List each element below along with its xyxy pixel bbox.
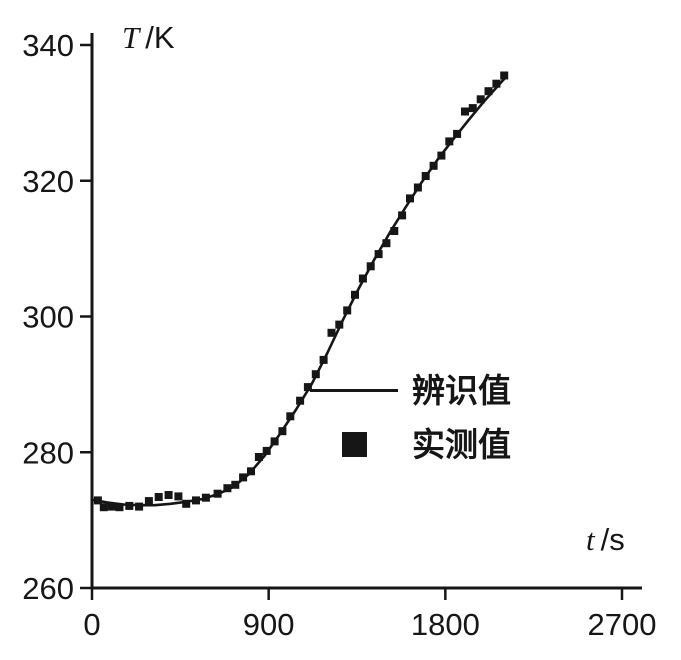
measured-point xyxy=(144,497,153,506)
measured-point xyxy=(398,211,407,220)
measured-point xyxy=(335,320,344,329)
measured-point xyxy=(500,71,509,80)
x-tick-label: 900 xyxy=(243,607,295,642)
y-axis-symbol: T xyxy=(122,20,140,55)
measured-point xyxy=(445,137,454,146)
x-axis-symbol: t xyxy=(586,522,595,557)
measured-point xyxy=(303,383,312,392)
line-marker-icon xyxy=(310,389,398,393)
y-tick-label: 300 xyxy=(22,300,74,335)
legend-square-sample xyxy=(310,432,398,458)
measured-point xyxy=(93,496,102,505)
measured-point xyxy=(201,493,210,502)
y-tick-label: 280 xyxy=(22,435,74,470)
y-tick-label: 260 xyxy=(22,571,74,606)
measured-point xyxy=(270,437,279,446)
measured-point xyxy=(278,427,287,436)
measured-point xyxy=(382,239,391,248)
measured-point xyxy=(164,491,173,499)
measured-point xyxy=(223,484,232,493)
measured-point xyxy=(296,396,305,405)
measured-point xyxy=(192,496,200,505)
measured-point xyxy=(239,473,248,482)
measured-point xyxy=(437,151,446,160)
measured-point xyxy=(468,104,477,113)
measured-point xyxy=(390,227,399,235)
measured-point xyxy=(492,79,501,88)
measured-point xyxy=(182,499,191,508)
x-tick-label: 1800 xyxy=(411,607,480,642)
measured-point xyxy=(107,502,116,511)
measured-point xyxy=(453,129,462,138)
legend-label-measured: 实测值 xyxy=(412,425,511,463)
measured-point xyxy=(327,328,336,337)
measured-point xyxy=(461,107,469,116)
measured-point xyxy=(174,492,183,501)
measured-point xyxy=(343,306,352,315)
y-axis-unit: /K xyxy=(145,20,175,55)
measured-point xyxy=(99,503,108,512)
legend-line-sample xyxy=(310,389,398,393)
measured-point xyxy=(125,501,134,510)
square-marker-icon xyxy=(341,432,367,458)
x-tick-label: 0 xyxy=(83,607,100,642)
measured-point xyxy=(135,502,144,511)
measured-point xyxy=(311,370,320,379)
measured-point xyxy=(413,183,422,192)
measured-point xyxy=(351,290,359,299)
measured-point xyxy=(429,161,438,170)
measured-point xyxy=(366,262,375,271)
measured-point xyxy=(231,480,240,489)
measured-point xyxy=(421,172,430,180)
measured-point xyxy=(374,250,383,259)
legend-item-measured: 实测值 xyxy=(310,426,511,464)
measured-point xyxy=(262,446,271,455)
measured-point xyxy=(286,412,295,421)
x-tick-label: 2700 xyxy=(588,607,657,642)
y-axis-title: T/K xyxy=(122,20,175,56)
measured-point xyxy=(358,274,367,283)
measured-point xyxy=(406,194,414,203)
measured-point xyxy=(476,95,485,104)
measured-point xyxy=(115,503,124,512)
y-tick-label: 320 xyxy=(22,164,74,199)
x-axis-title: t/s xyxy=(586,522,625,558)
x-axis-unit: /s xyxy=(600,522,625,557)
measured-point xyxy=(484,87,493,96)
measured-point xyxy=(213,489,222,498)
measured-point xyxy=(154,493,163,501)
legend: 辨识值 实测值 xyxy=(310,372,511,464)
measured-point xyxy=(254,453,263,461)
measured-point xyxy=(247,467,255,476)
legend-label-identified: 辨识值 xyxy=(412,372,511,409)
legend-item-identified: 辨识值 xyxy=(310,372,511,410)
measured-point xyxy=(319,355,328,364)
y-tick-label: 340 xyxy=(22,28,74,63)
